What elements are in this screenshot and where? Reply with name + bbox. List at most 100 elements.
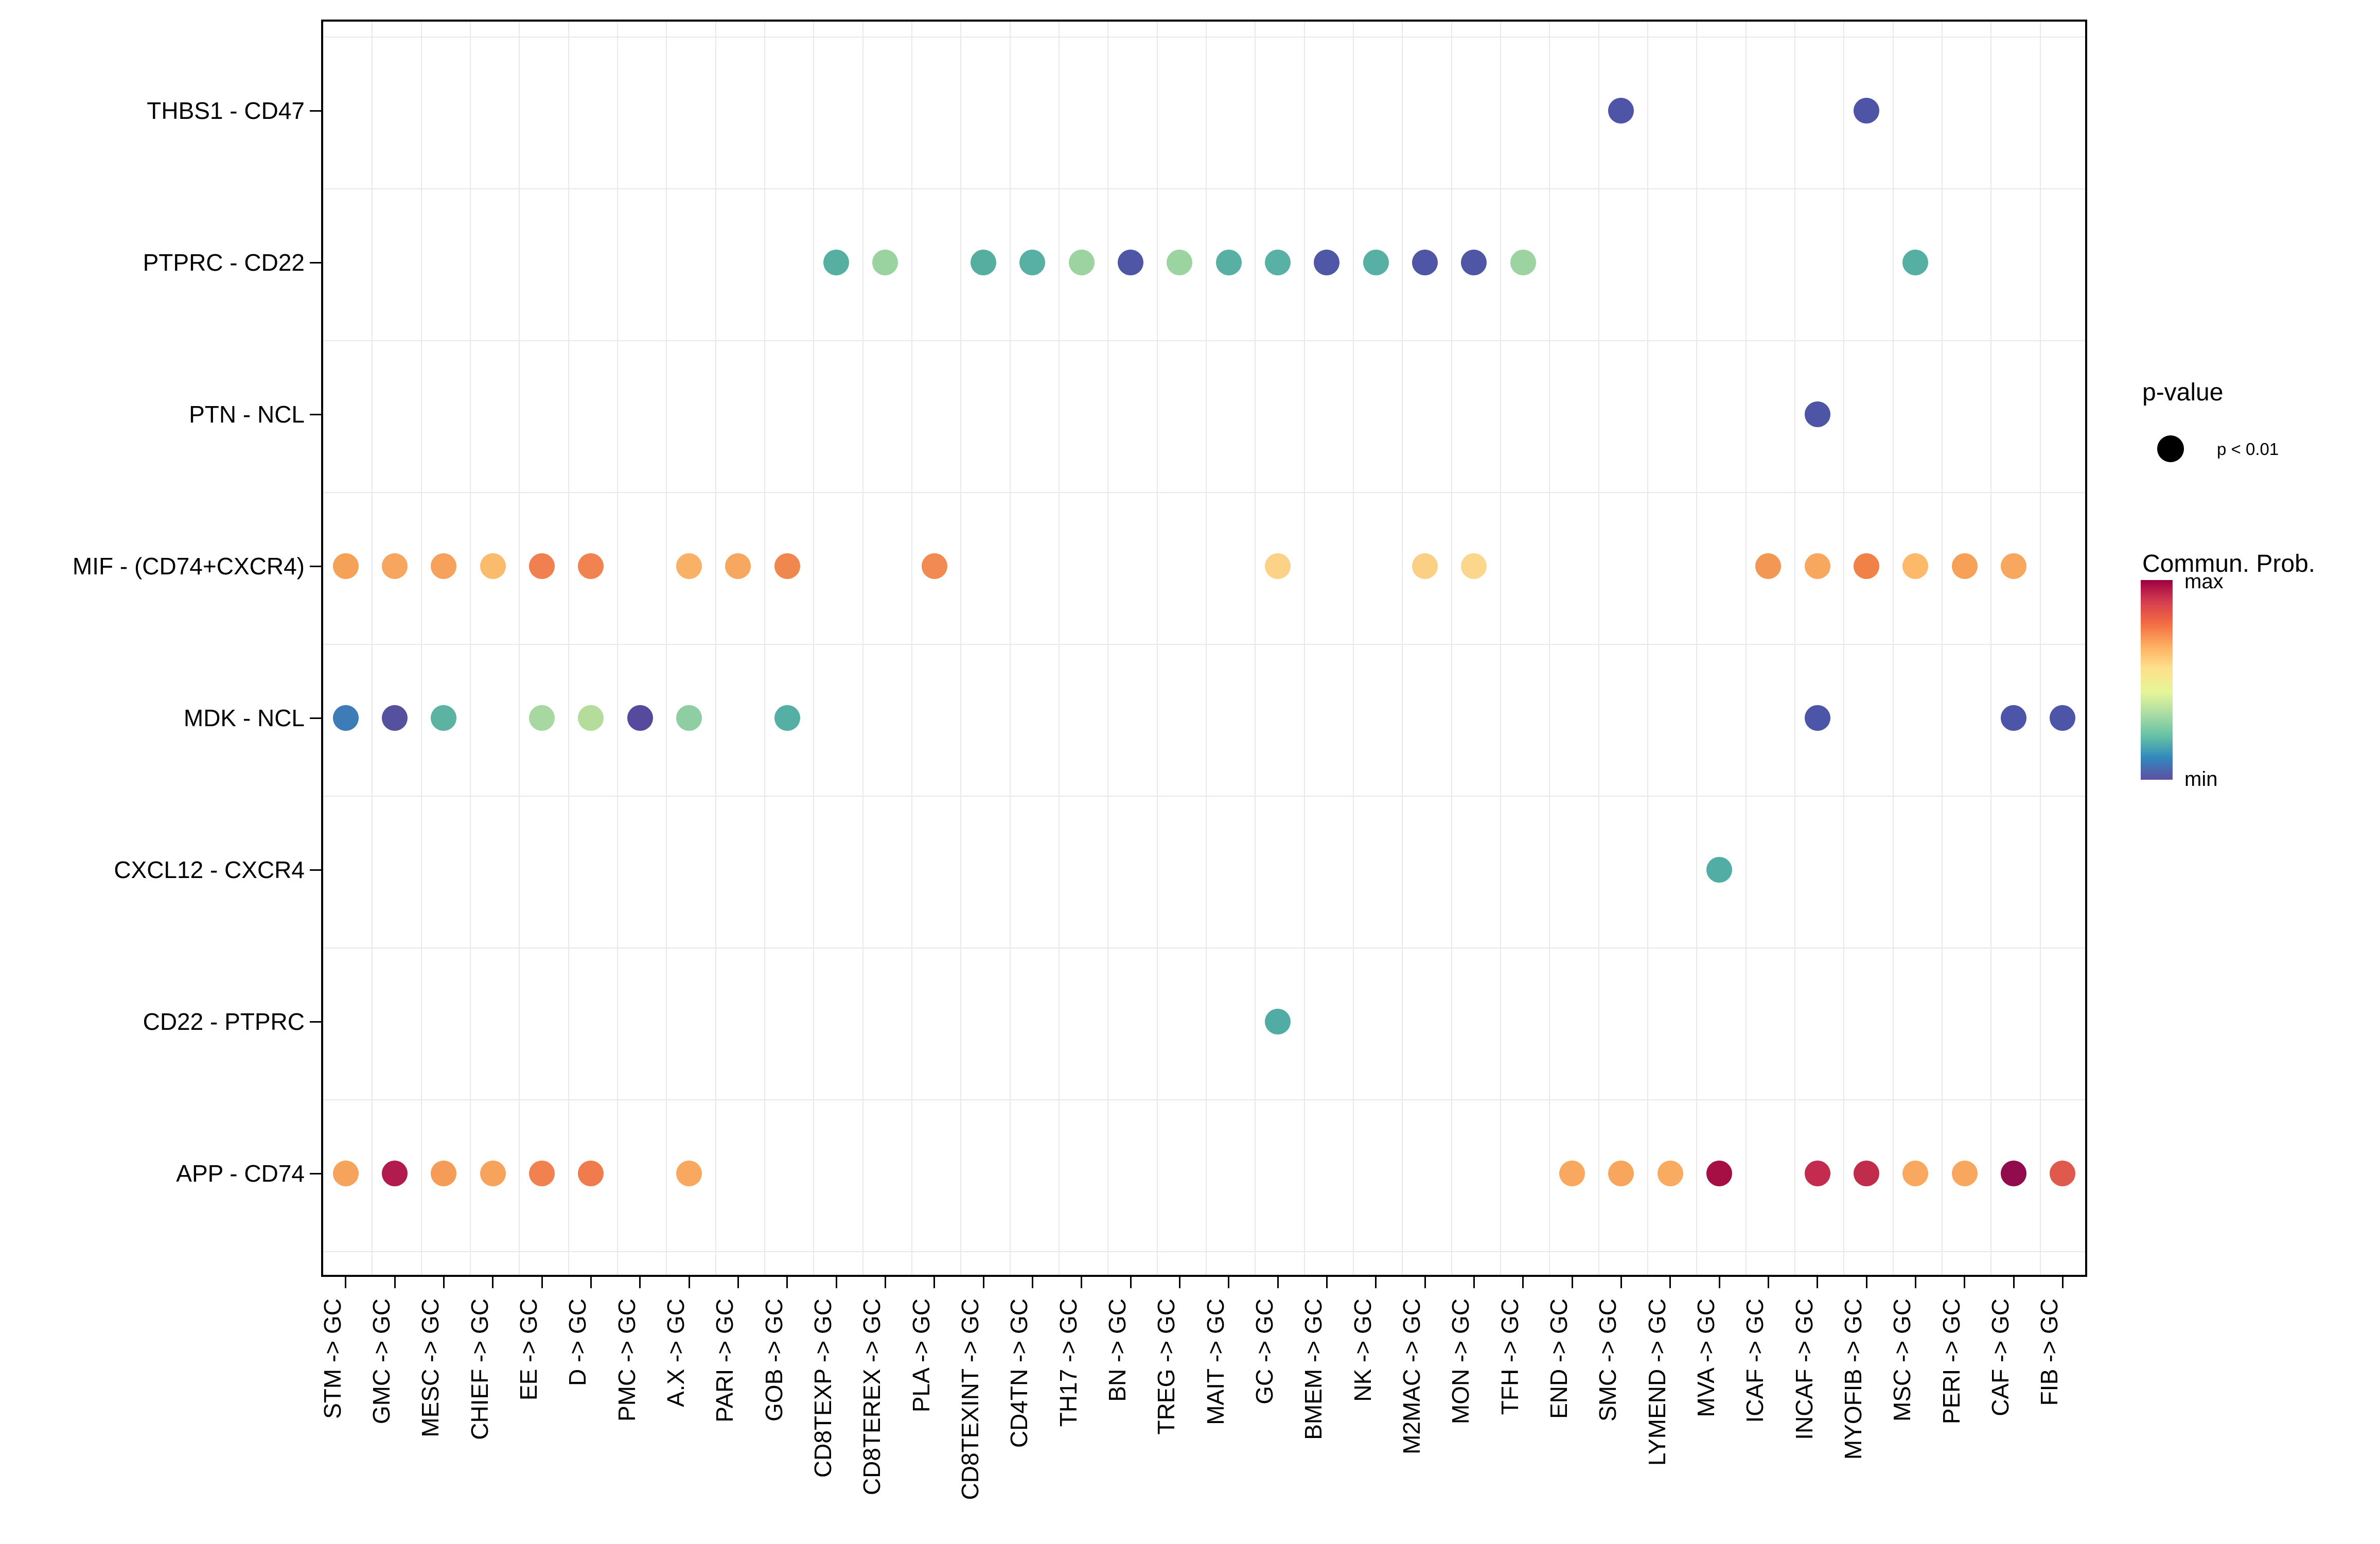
gridline-vertical xyxy=(2039,22,2041,1275)
x-tick xyxy=(688,1277,690,1288)
gridline-vertical xyxy=(1451,22,1452,1275)
data-dot xyxy=(2001,553,2026,579)
data-dot xyxy=(578,705,604,731)
x-tick xyxy=(1914,1277,1916,1288)
x-axis-label: INCAF -> GC xyxy=(1790,1299,1818,1440)
data-dot xyxy=(2050,705,2076,731)
y-axis-label: MDK - NCL xyxy=(183,705,305,731)
data-dot xyxy=(382,705,408,731)
gridline-vertical xyxy=(470,22,471,1275)
data-dot xyxy=(1068,250,1095,275)
data-dot xyxy=(1804,553,1830,579)
gridline-vertical xyxy=(1009,22,1011,1275)
gridline-vertical xyxy=(420,22,422,1275)
y-axis-label: PTPRC - CD22 xyxy=(143,249,305,276)
pvalue-legend-item-label: p < 0.01 xyxy=(2217,440,2279,459)
data-dot xyxy=(1167,250,1193,275)
x-tick xyxy=(933,1277,936,1288)
gridline-vertical xyxy=(617,22,618,1275)
gridline-vertical xyxy=(1255,22,1256,1275)
data-dot xyxy=(1706,1161,1732,1186)
x-axis-label: PMC -> GC xyxy=(613,1299,640,1422)
y-axis-label: THBS1 - CD47 xyxy=(147,97,305,124)
data-dot xyxy=(382,1161,408,1186)
gridline-vertical xyxy=(1353,22,1354,1275)
x-axis-label: CD8TEXP -> GC xyxy=(809,1299,836,1478)
gridline-horizontal xyxy=(323,492,2085,493)
data-dot xyxy=(1706,857,1732,883)
data-dot xyxy=(1461,250,1487,275)
data-dot xyxy=(332,705,359,731)
data-dot xyxy=(1412,250,1438,275)
data-dot xyxy=(1510,250,1536,275)
x-axis-label: NK -> GC xyxy=(1349,1299,1376,1402)
gridline-vertical xyxy=(1598,22,1599,1275)
gridline-vertical xyxy=(1990,22,1992,1275)
x-axis-label: GOB -> GC xyxy=(760,1299,787,1422)
gridline-vertical xyxy=(1696,22,1698,1275)
data-dot xyxy=(332,553,359,579)
x-tick xyxy=(1669,1277,1671,1288)
data-dot xyxy=(1019,250,1046,275)
x-axis-label: CD4TN -> GC xyxy=(1006,1299,1033,1448)
data-dot xyxy=(1363,250,1389,275)
gridline-vertical xyxy=(1156,22,1158,1275)
x-tick xyxy=(786,1277,788,1288)
x-tick xyxy=(1865,1277,1867,1288)
x-tick xyxy=(590,1277,592,1288)
data-dot xyxy=(676,553,702,579)
x-axis-label: BMEM -> GC xyxy=(1300,1299,1327,1440)
x-axis-label: MAIT -> GC xyxy=(1202,1299,1229,1425)
gridline-horizontal xyxy=(323,340,2085,341)
x-axis-label: CHIEF -> GC xyxy=(466,1299,493,1440)
x-axis-label: PERI -> GC xyxy=(1937,1299,1965,1425)
y-tick xyxy=(310,1021,321,1023)
y-axis-label: CD22 - PTPRC xyxy=(143,1008,305,1035)
x-axis-label: MVA -> GC xyxy=(1693,1299,1719,1417)
y-tick xyxy=(310,565,321,567)
pvalue-legend-dot-icon xyxy=(2157,435,2184,462)
x-axis-label: PLA -> GC xyxy=(907,1299,935,1413)
x-tick xyxy=(443,1277,445,1288)
data-dot xyxy=(1657,1161,1683,1186)
data-dot xyxy=(1902,250,1929,275)
x-tick xyxy=(1571,1277,1573,1288)
y-axis-label: APP - CD74 xyxy=(176,1160,305,1187)
x-tick xyxy=(1277,1277,1279,1288)
gridline-horizontal xyxy=(323,188,2085,189)
communication-probability-colorbar xyxy=(2141,580,2173,780)
x-axis-label: BN -> GC xyxy=(1104,1299,1131,1402)
data-dot xyxy=(1804,705,1830,731)
data-dot xyxy=(332,1161,359,1186)
data-dot xyxy=(725,553,751,579)
y-tick xyxy=(310,413,321,415)
x-tick xyxy=(1767,1277,1769,1288)
x-axis-label: CAF -> GC xyxy=(1987,1299,2014,1416)
data-dot xyxy=(1314,250,1340,275)
x-tick xyxy=(1522,1277,1524,1288)
data-dot xyxy=(676,1161,702,1186)
data-dot xyxy=(1215,250,1242,275)
x-axis-label: GMC -> GC xyxy=(368,1299,395,1425)
y-axis-label: PTN - NCL xyxy=(189,401,305,428)
data-dot xyxy=(1265,553,1291,579)
gridline-vertical xyxy=(715,22,716,1275)
data-dot xyxy=(1608,1161,1634,1186)
x-axis-label: EE -> GC xyxy=(515,1299,542,1401)
x-axis-label: A.X -> GC xyxy=(662,1299,689,1407)
data-dot xyxy=(529,1161,555,1186)
gridline-vertical xyxy=(1647,22,1648,1275)
x-axis-label: M2MAC -> GC xyxy=(1398,1299,1425,1454)
data-dot xyxy=(1755,553,1782,579)
x-axis-label: MYOFIB -> GC xyxy=(1840,1299,1866,1460)
data-dot xyxy=(1118,250,1143,275)
gridline-horizontal xyxy=(323,1099,2085,1100)
x-axis-label: LYMEND -> GC xyxy=(1643,1299,1670,1466)
x-tick xyxy=(737,1277,739,1288)
data-dot xyxy=(1951,1161,1978,1186)
gridline-vertical xyxy=(862,22,863,1275)
x-axis-label: PARI -> GC xyxy=(711,1299,738,1423)
gridline-vertical xyxy=(764,22,765,1275)
data-dot xyxy=(1559,1161,1585,1186)
